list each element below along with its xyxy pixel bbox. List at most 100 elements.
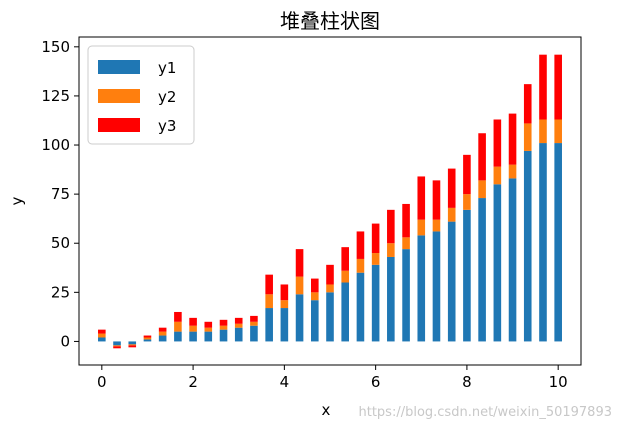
bar-y1-6 [189, 331, 197, 342]
bar-y3-3 [143, 335, 152, 338]
bar-y2-15 [326, 284, 334, 293]
bar-y1-11 [265, 308, 273, 342]
legend-swatch-y3 [98, 118, 140, 132]
bar-y2-27 [508, 164, 517, 179]
bar-y1-7 [204, 331, 213, 342]
legend-swatch-y1 [98, 60, 140, 74]
bar-y1-3 [143, 339, 152, 342]
bar-y3-10 [250, 315, 258, 322]
bar-y1-22 [432, 231, 441, 342]
bar-y1-20 [402, 249, 410, 342]
bar-y3-27 [508, 113, 517, 165]
bar-y1-26 [493, 184, 502, 342]
bar-y3-25 [478, 133, 486, 181]
bar-y1-13 [295, 294, 304, 342]
x-tick-label-1: 2 [188, 373, 198, 391]
bar-y2-25 [478, 180, 486, 199]
bar-y2-1 [113, 345, 121, 347]
bar-y3-9 [234, 317, 243, 324]
bar-y3-11 [265, 274, 273, 295]
bar-y2-14 [311, 292, 319, 301]
bar-y1-1 [113, 341, 121, 346]
x-axis-label: x [322, 401, 331, 419]
bar-y3-17 [356, 231, 365, 259]
bar-y2-22 [432, 219, 441, 232]
bar-y2-30 [554, 119, 562, 144]
bar-y2-23 [447, 207, 456, 222]
y-tick-label-5: 125 [41, 87, 70, 105]
bar-y2-13 [295, 276, 304, 295]
bar-y3-21 [417, 176, 426, 220]
bar-y2-5 [174, 321, 182, 332]
bar-y3-4 [158, 327, 167, 332]
bar-y3-1 [113, 346, 121, 349]
y-tick-label-1: 25 [51, 283, 70, 301]
bar-y2-10 [250, 321, 258, 326]
y-tick-label-2: 50 [51, 234, 70, 252]
bar-y3-16 [341, 247, 349, 271]
legend-label-y3: y3 [158, 117, 176, 135]
bar-y1-0 [98, 337, 106, 342]
y-tick-label-3: 75 [51, 185, 70, 203]
bar-y2-24 [463, 194, 471, 210]
bar-y3-20 [402, 203, 410, 238]
bar-y2-29 [539, 119, 547, 144]
bar-y2-2 [128, 344, 137, 346]
bar-y3-13 [295, 249, 304, 277]
y-tick-label-0: 0 [60, 332, 70, 350]
bar-y1-15 [326, 292, 334, 342]
watermark-text: https://blog.csdn.net/weixin_50197893 [358, 405, 612, 420]
bar-y1-27 [508, 178, 517, 342]
bar-y3-24 [463, 154, 471, 195]
bar-y3-0 [98, 329, 106, 334]
bar-y3-18 [371, 223, 380, 254]
bar-y1-28 [523, 150, 532, 342]
bar-y1-10 [250, 325, 258, 342]
bar-y2-18 [371, 253, 380, 265]
bar-y1-21 [417, 235, 426, 342]
bar-y2-21 [417, 219, 426, 236]
bar-y2-17 [356, 258, 365, 273]
bar-y3-7 [204, 321, 213, 328]
bar-y3-15 [326, 264, 334, 285]
bar-y2-28 [523, 123, 532, 151]
bar-y2-3 [143, 337, 152, 340]
bar-y3-22 [432, 180, 441, 220]
y-tick-label-4: 100 [41, 136, 70, 154]
bar-y1-24 [463, 209, 471, 342]
bar-y3-8 [219, 319, 228, 326]
bar-y3-26 [493, 119, 502, 167]
bar-y1-30 [554, 143, 562, 342]
y-tick-label-6: 150 [41, 38, 70, 56]
bar-y2-4 [158, 331, 167, 336]
legend-label-y1: y1 [158, 59, 176, 77]
bar-y3-23 [447, 168, 456, 208]
bar-y3-6 [189, 317, 197, 326]
bar-y1-14 [311, 300, 319, 342]
bar-y3-30 [554, 54, 562, 120]
y-axis-label: y [8, 196, 26, 205]
bar-y1-2 [128, 341, 137, 345]
bar-y1-17 [356, 272, 365, 342]
bar-y1-9 [234, 327, 243, 342]
bar-y1-4 [158, 335, 167, 342]
bar-y2-0 [98, 333, 106, 338]
bar-y3-14 [311, 278, 319, 293]
bar-y1-23 [447, 221, 456, 342]
bar-y3-2 [128, 345, 137, 348]
x-tick-label-5: 10 [549, 373, 568, 391]
bar-y1-12 [280, 308, 289, 342]
bar-y2-9 [234, 323, 243, 328]
bar-y2-19 [387, 243, 395, 257]
axes-frame [78, 36, 582, 366]
bar-y1-16 [341, 282, 349, 342]
bar-y1-8 [219, 329, 228, 342]
bar-y1-25 [478, 198, 486, 342]
bar-y1-18 [371, 264, 380, 342]
bar-y2-7 [204, 327, 213, 332]
bar-y2-12 [280, 300, 289, 309]
bar-y3-29 [539, 54, 547, 120]
bar-y2-26 [493, 166, 502, 185]
bar-y2-6 [189, 325, 197, 332]
